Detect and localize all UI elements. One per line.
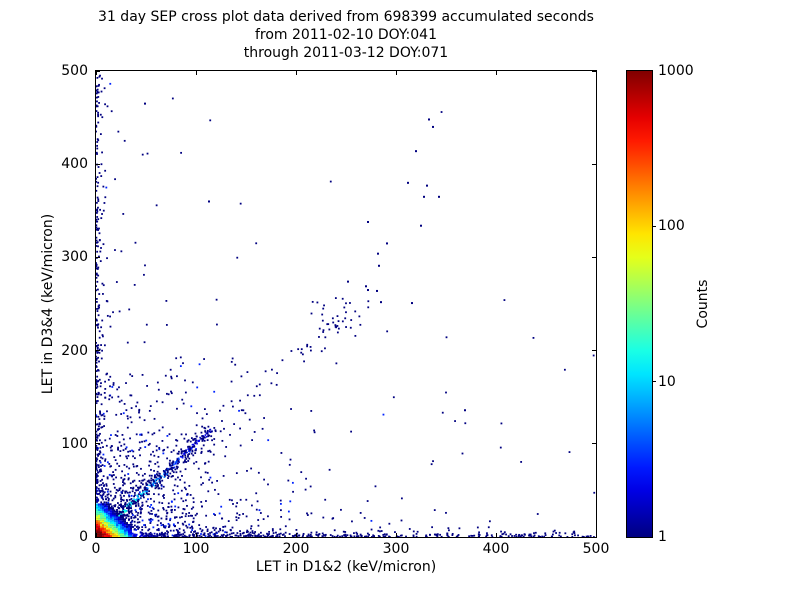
y-tick — [96, 256, 100, 258]
y-tick — [96, 350, 100, 352]
x-tick — [95, 71, 97, 75]
y-tick — [592, 443, 596, 445]
x-tick — [595, 71, 597, 75]
chart-title-line-2: from 2011-02-10 DOY:041 — [254, 27, 437, 43]
colorbar-tick — [652, 381, 656, 383]
x-tick-label: 200 — [282, 541, 310, 557]
colorbar-tick-label: 1 — [658, 529, 667, 545]
x-tick — [595, 533, 597, 537]
colorbar-tick-label: 1000 — [658, 63, 694, 79]
y-axis-label: LET in D3&4 (keV/micron) — [40, 213, 56, 395]
y-tick-label: 0 — [79, 529, 88, 545]
colorbar-tick — [652, 225, 656, 227]
chart-title-line-1: 31 day SEP cross plot data derived from … — [98, 9, 594, 25]
x-tick — [495, 533, 497, 537]
x-tick — [295, 71, 297, 75]
x-tick-label: 400 — [482, 541, 510, 557]
x-tick-label: 300 — [382, 541, 410, 557]
chart-title: 31 day SEP cross plot data derived from … — [98, 8, 594, 62]
y-tick-label: 300 — [61, 249, 88, 266]
y-tick — [96, 443, 100, 445]
x-tick-label: 500 — [582, 541, 610, 557]
colorbar-tick-label: 10 — [658, 373, 676, 390]
y-tick-label: 100 — [61, 435, 88, 452]
y-tick — [592, 163, 596, 165]
y-tick — [592, 70, 596, 72]
y-tick — [592, 350, 596, 352]
colorbar-label: Counts — [695, 279, 711, 329]
x-tick — [195, 71, 197, 75]
y-tick — [592, 256, 596, 258]
x-tick-label: 100 — [182, 541, 210, 557]
x-tick — [95, 533, 97, 537]
x-axis-label: LET in D1&2 (keV/micron) — [255, 559, 437, 575]
colorbar-tick-label: 100 — [658, 218, 685, 235]
y-tick-label: 500 — [61, 63, 88, 79]
y-tick-label: 400 — [61, 156, 88, 173]
y-tick — [96, 536, 100, 538]
y-tick-label: 200 — [61, 342, 88, 359]
x-tick — [195, 533, 197, 537]
scatter-canvas — [96, 71, 596, 537]
x-tick — [495, 71, 497, 75]
colorbar — [626, 70, 653, 538]
x-tick — [395, 71, 397, 75]
x-tick-label: 0 — [91, 541, 101, 557]
y-tick — [592, 536, 596, 538]
y-tick — [96, 70, 100, 72]
chart-title-line-3: through 2011-03-12 DOY:071 — [243, 45, 449, 61]
plot-area — [95, 70, 597, 538]
x-tick — [395, 533, 397, 537]
x-tick — [295, 533, 297, 537]
y-tick — [96, 163, 100, 165]
